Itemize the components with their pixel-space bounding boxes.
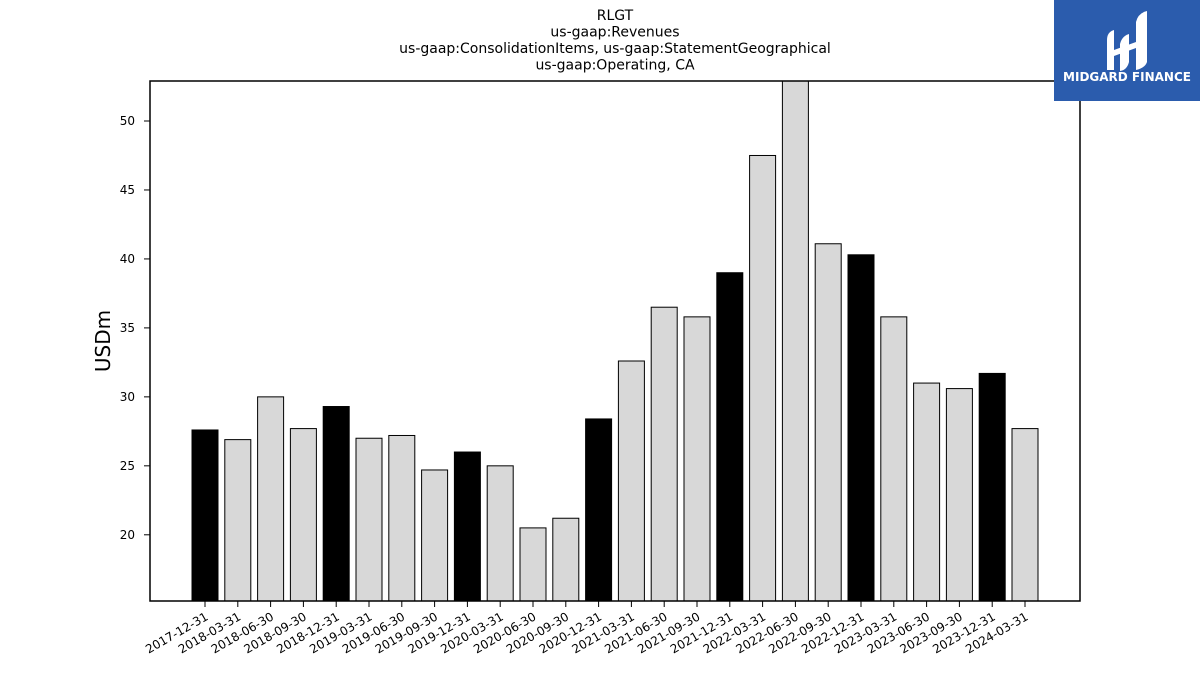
chart-title-line: us-gaap:Revenues: [550, 25, 679, 41]
bar-2020-03-31: [486, 465, 514, 602]
chart-title-line: us-gaap:Operating, CA: [535, 58, 695, 74]
chart-title: RLGTus-gaap:Revenuesus-gaap:Consolidatio…: [399, 8, 831, 74]
bar-2022-09-30: [814, 243, 842, 602]
bar-2021-12-31: [716, 272, 744, 602]
chart-title-line: us-gaap:ConsolidationItems, us-gaap:Stat…: [399, 41, 831, 57]
bars: [191, 80, 1039, 602]
y-tick-label: 50: [120, 114, 135, 128]
axes-frame: [149, 80, 1081, 602]
bar-2019-09-30: [421, 469, 449, 602]
logo-mark-icon: [1107, 11, 1147, 71]
bar-2018-06-30: [257, 396, 285, 602]
y-axis-label: USDm: [91, 310, 115, 372]
logo-text: MIDGARD FINANCE: [1063, 70, 1191, 84]
bar-2019-03-31: [355, 437, 383, 602]
midgard-finance-logo: MIDGARD FINANCE: [1054, 0, 1200, 101]
bar-2023-06-30: [913, 382, 941, 602]
y-tick-label: 25: [120, 459, 135, 473]
y-tick-label: 30: [120, 390, 135, 404]
y-tick-label: 20: [120, 528, 135, 542]
bar-2021-06-30: [650, 306, 678, 602]
bar-2023-12-31: [978, 372, 1006, 602]
x-axis: 2017-12-312018-03-312018-06-302018-09-30…: [143, 601, 1031, 656]
bar-2021-03-31: [617, 360, 645, 602]
bar-2022-12-31: [847, 254, 875, 602]
y-axis: 20 25 30 35 40 45 50: [120, 114, 150, 542]
bar-2024-03-31: [1011, 428, 1039, 602]
y-tick-label: 45: [120, 183, 135, 197]
bar-2017-12-31: [191, 429, 219, 602]
bar-2020-12-31: [585, 418, 613, 602]
bar-2018-03-31: [224, 439, 252, 602]
bar-2018-09-30: [289, 428, 317, 602]
bar-2018-12-31: [322, 406, 350, 602]
bar-2020-09-30: [552, 517, 580, 602]
bar-2019-06-30: [388, 434, 416, 602]
bar-2022-06-30: [781, 80, 809, 602]
bar-2019-12-31: [453, 451, 481, 602]
y-tick-label: 35: [120, 321, 135, 335]
chart-title-line: RLGT: [597, 8, 634, 24]
bar-2021-09-30: [683, 316, 711, 602]
bar-2023-09-30: [945, 388, 973, 602]
bar-2023-03-31: [880, 316, 908, 602]
y-tick-label: 40: [120, 252, 135, 266]
bar-2022-03-31: [749, 154, 777, 602]
bar-2020-06-30: [519, 527, 547, 602]
